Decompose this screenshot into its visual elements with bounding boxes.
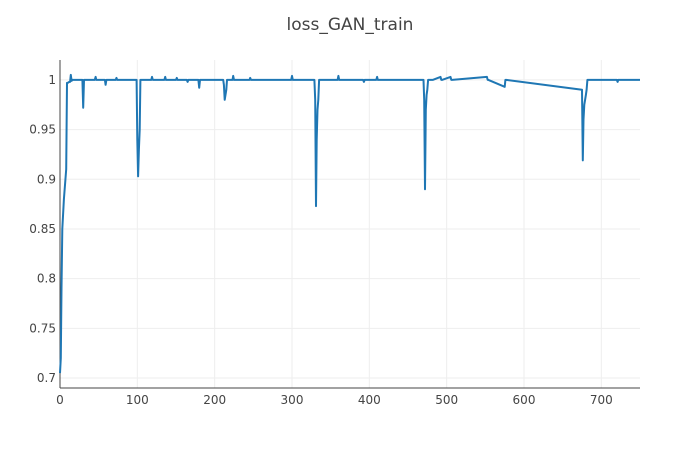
series-line (59, 73, 640, 374)
y-tick-label: 0.75 (29, 321, 56, 335)
x-tick-label: 600 (513, 393, 536, 407)
x-tick-label: 300 (281, 393, 304, 407)
x-tick-label: 0 (56, 393, 64, 407)
y-axis-ticks: 0.7 0.75 0.8 0.85 0.9 0.95 1 (29, 73, 56, 385)
x-tick-label: 500 (435, 393, 458, 407)
x-tick-label: 700 (590, 393, 613, 407)
y-tick-label: 1 (48, 73, 56, 87)
grid (59, 60, 640, 388)
x-tick-label: 100 (126, 393, 149, 407)
y-tick-label: 0.85 (29, 222, 56, 236)
x-axis-ticks: 0 100 200 300 400 500 600 700 (56, 393, 613, 407)
plot-area (59, 73, 640, 374)
x-tick-label: 200 (203, 393, 226, 407)
y-tick-label: 0.8 (37, 272, 56, 286)
y-tick-label: 0.95 (29, 123, 56, 137)
chart-title: loss_GAN_train (287, 15, 414, 35)
y-tick-label: 0.7 (37, 371, 56, 385)
x-tick-label: 400 (358, 393, 381, 407)
y-tick-label: 0.9 (37, 172, 56, 186)
